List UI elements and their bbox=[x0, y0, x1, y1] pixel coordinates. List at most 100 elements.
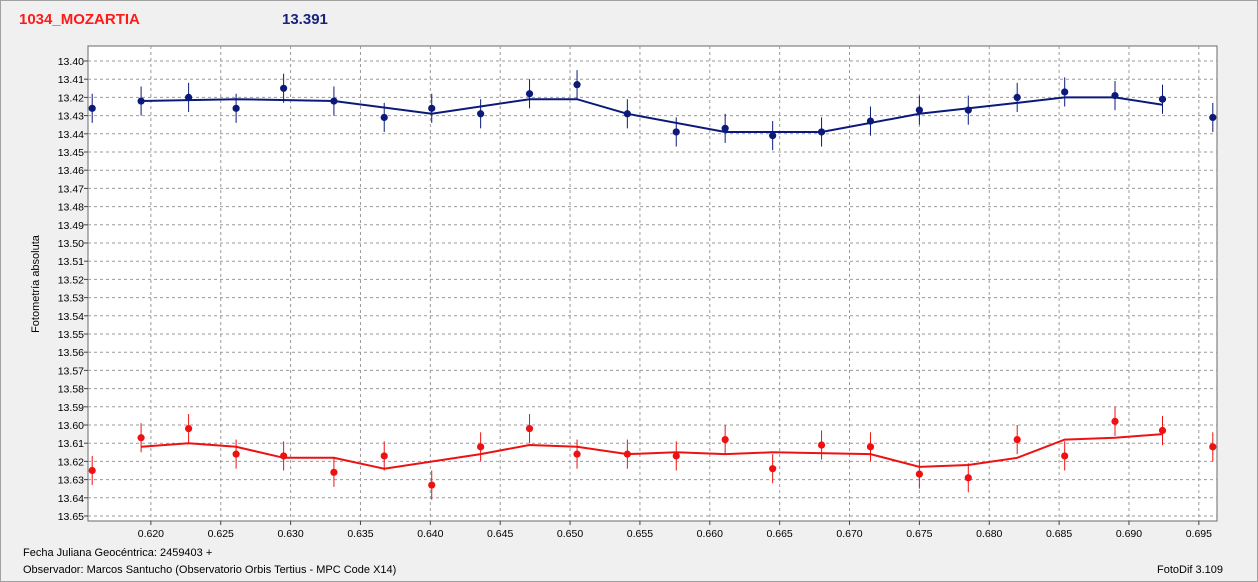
data-point bbox=[964, 106, 972, 114]
y-tick-label: 13.61 bbox=[58, 438, 84, 450]
data-point bbox=[623, 450, 631, 458]
data-point bbox=[477, 110, 485, 118]
y-tick-label: 13.64 bbox=[58, 493, 84, 505]
data-point bbox=[185, 425, 193, 433]
x-tick-label: 0.685 bbox=[1046, 528, 1072, 540]
data-point bbox=[1061, 452, 1069, 460]
data-point bbox=[769, 465, 777, 473]
x-tick-label: 0.655 bbox=[627, 528, 653, 540]
y-tick-label: 13.58 bbox=[58, 384, 84, 396]
y-tick-label: 13.65 bbox=[58, 511, 84, 523]
data-point bbox=[866, 117, 875, 125]
x-tick-label: 0.650 bbox=[557, 528, 583, 540]
data-point bbox=[915, 470, 923, 478]
x-axis: 0.620 0.625 0.630 0.635 0.640 0.645 0.650 0.655… bbox=[138, 521, 1212, 540]
data-point bbox=[817, 128, 826, 136]
data-point bbox=[185, 93, 193, 101]
y-tick-label: 13.40 bbox=[58, 56, 84, 68]
data-point bbox=[672, 452, 680, 460]
data-point bbox=[280, 452, 288, 460]
observer-label: Observador: Marcos Santucho (Observatori… bbox=[23, 564, 397, 576]
data-point bbox=[817, 441, 826, 449]
y-tick-label: 13.59 bbox=[58, 402, 84, 414]
x-tick-label: 0.675 bbox=[906, 528, 932, 540]
series-red bbox=[88, 406, 1217, 500]
data-point bbox=[232, 450, 240, 458]
data-point bbox=[964, 474, 972, 482]
series-blue bbox=[88, 70, 1217, 151]
data-point bbox=[1111, 417, 1119, 425]
julian-date-label: Fecha Juliana Geocéntrica: 2459403 + bbox=[23, 547, 213, 559]
data-point bbox=[477, 443, 485, 451]
y-tick-label: 13.41 bbox=[58, 74, 84, 86]
data-point bbox=[1158, 95, 1167, 103]
data-point bbox=[88, 466, 96, 475]
y-tick-label: 13.56 bbox=[58, 347, 84, 359]
data-point bbox=[380, 452, 388, 460]
x-tick-label: 0.670 bbox=[836, 528, 862, 540]
data-point bbox=[380, 113, 388, 122]
data-point bbox=[915, 106, 923, 114]
fit-line bbox=[141, 433, 1163, 470]
y-tick-label: 13.47 bbox=[58, 183, 84, 195]
x-tick-label: 0.660 bbox=[697, 528, 723, 540]
data-point bbox=[232, 104, 240, 112]
y-tick-label: 13.48 bbox=[58, 202, 84, 214]
y-axis-label: Fotometría absoluta bbox=[30, 234, 42, 333]
data-point bbox=[1158, 426, 1167, 435]
x-tick-label: 0.695 bbox=[1186, 528, 1212, 540]
data-point bbox=[1013, 435, 1021, 444]
y-tick-label: 13.60 bbox=[58, 420, 84, 432]
data-point bbox=[1061, 88, 1069, 96]
y-tick-label: 13.44 bbox=[58, 129, 84, 141]
y-tick-label: 13.54 bbox=[58, 311, 84, 323]
data-point bbox=[769, 132, 777, 140]
x-tick-label: 0.665 bbox=[767, 528, 793, 540]
y-tick-label: 13.55 bbox=[58, 329, 84, 341]
data-point bbox=[623, 110, 631, 118]
y-tick-label: 13.43 bbox=[58, 111, 84, 123]
data-point bbox=[866, 443, 875, 451]
data-point bbox=[330, 97, 338, 105]
y-tick-label: 13.49 bbox=[58, 220, 84, 232]
y-tick-label: 13.45 bbox=[58, 147, 84, 159]
data-point bbox=[1111, 91, 1119, 100]
x-tick-label: 0.620 bbox=[138, 528, 164, 540]
plot-area bbox=[87, 45, 1218, 522]
x-tick-label: 0.680 bbox=[976, 528, 1002, 540]
data-point bbox=[137, 97, 145, 105]
series-layer bbox=[88, 70, 1217, 500]
x-tick-label: 0.690 bbox=[1116, 528, 1142, 540]
data-point bbox=[88, 104, 96, 112]
data-point bbox=[428, 481, 436, 489]
data-point bbox=[672, 128, 680, 136]
data-point bbox=[525, 425, 534, 433]
data-point bbox=[137, 434, 145, 442]
data-point bbox=[280, 84, 288, 92]
y-tick-label: 13.63 bbox=[58, 475, 84, 487]
x-tick-label: 0.635 bbox=[347, 528, 373, 540]
data-point bbox=[428, 104, 436, 112]
data-point bbox=[573, 450, 581, 458]
reference-magnitude: 13.391 bbox=[282, 11, 328, 28]
y-tick-label: 13.46 bbox=[58, 165, 84, 177]
data-point bbox=[330, 468, 338, 476]
y-tick-label: 13.62 bbox=[58, 456, 84, 468]
y-tick-label: 13.42 bbox=[58, 92, 84, 104]
y-tick-label: 13.53 bbox=[58, 293, 84, 305]
data-point bbox=[721, 124, 729, 132]
data-point bbox=[573, 81, 581, 89]
data-point bbox=[525, 90, 534, 98]
x-tick-label: 0.625 bbox=[208, 528, 234, 540]
data-point bbox=[1013, 93, 1021, 101]
y-tick-label: 13.57 bbox=[58, 365, 84, 377]
x-tick-label: 0.640 bbox=[417, 528, 443, 540]
y-tick-label: 13.52 bbox=[58, 274, 84, 286]
x-tick-label: 0.630 bbox=[277, 528, 303, 540]
x-tick-label: 0.645 bbox=[487, 528, 513, 540]
software-version: FotoDif 3.109 bbox=[1157, 564, 1224, 576]
grid bbox=[88, 46, 1217, 521]
data-point bbox=[1209, 113, 1217, 122]
